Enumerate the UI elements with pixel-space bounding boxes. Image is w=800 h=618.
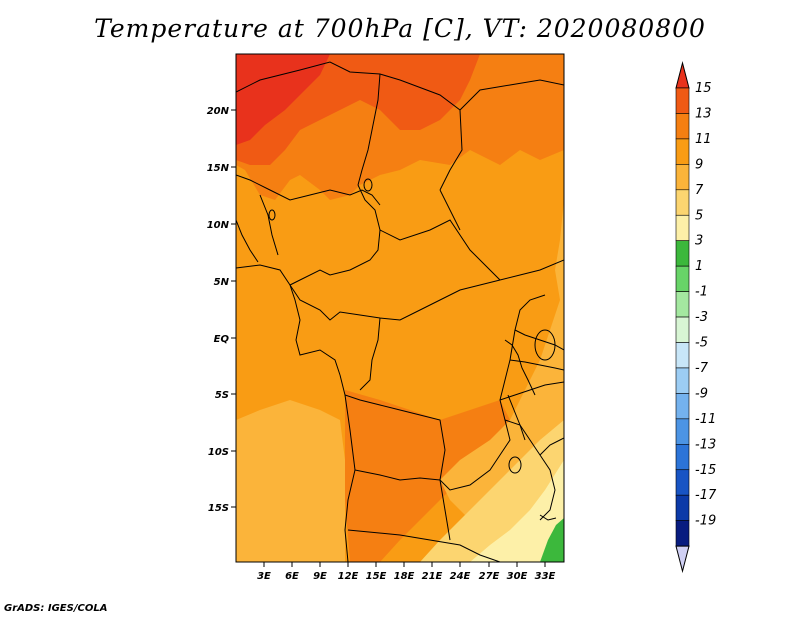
colorbar-swatch [675, 393, 690, 420]
colorbar-swatch [675, 214, 690, 242]
colorbar-label: 3 [695, 234, 703, 249]
lon-label: 6E [285, 571, 299, 582]
lon-label: 21E [422, 571, 443, 582]
lat-label: EQ [214, 334, 230, 345]
field-coolest [470, 460, 564, 562]
lon-labels: 3E 6E 9E 12E 15E 18E 21E 24E 27E 30E 33E [257, 571, 555, 582]
colorbar-swatch [675, 494, 690, 521]
lat-label: 20N [207, 106, 230, 117]
lon-label: 9E [313, 571, 327, 582]
colorbar-label: -7 [695, 361, 709, 376]
lon-label: 12E [338, 571, 359, 582]
lat-label: 5N [214, 277, 230, 288]
colorbar-swatch [675, 367, 690, 394]
colorbar-label: -17 [695, 488, 717, 503]
lat-label: 15S [208, 503, 229, 514]
lon-label: 15E [366, 571, 387, 582]
colorbar-label: 7 [695, 183, 704, 198]
colorbar-swatch [675, 520, 690, 547]
field-cool-southwest [236, 400, 345, 562]
colorbar-label: 1 [695, 259, 703, 274]
field-green [540, 518, 564, 562]
colorbar-swatch [675, 291, 690, 318]
colorbar-label: -9 [695, 386, 708, 401]
lat-label: 5S [215, 390, 229, 401]
field-hottest [236, 54, 330, 145]
lon-label: 3E [257, 571, 271, 582]
lat-ticks [231, 109, 236, 508]
lon-ticks [263, 562, 546, 567]
map-title: Temperature at 700hPa [C], VT: 202008080… [94, 14, 706, 43]
colorbar-swatch [675, 87, 690, 114]
colorbar: 15 13 11 9 7 5 3 1 -1 -3 -5 -7 -9 -11 -13 -15 -17 -19 [675, 61, 717, 574]
colorbar-label: -5 [695, 336, 708, 351]
lakes [268, 178, 557, 521]
colorbar-label: 5 [695, 208, 703, 223]
lon-label: 18E [394, 571, 415, 582]
colorbar-swatch [675, 189, 690, 216]
colorbar-label: -3 [695, 310, 708, 325]
lon-label: 33E [535, 571, 556, 582]
field-mid-south [345, 390, 510, 562]
colorbar-swatch [675, 418, 690, 445]
lat-label: 10S [208, 447, 229, 458]
lat-label: 10N [207, 220, 230, 231]
colorbar-swatch [675, 342, 690, 369]
colorbar-top-arrow [675, 61, 690, 89]
lon-label: 30E [507, 571, 528, 582]
colorbar-label: -19 [695, 514, 716, 529]
colorbar-label: 13 [695, 106, 712, 121]
colorbar-swatch [675, 138, 690, 165]
colorbar-label: 11 [695, 132, 712, 147]
colorbar-swatch [675, 316, 690, 343]
colorbar-label: 15 [695, 81, 712, 96]
lon-label: 24E [450, 571, 471, 582]
colorbar-label: -11 [695, 412, 716, 427]
lat-label: 15N [207, 163, 230, 174]
colorbar-swatch [675, 265, 690, 292]
colorbar-swatch [675, 469, 690, 496]
colorbar-swatch [675, 164, 690, 191]
colorbar-swatch [675, 443, 690, 471]
colorbar-bottom-arrow [675, 545, 690, 574]
grads-credit: GrADS: IGES/COLA [4, 603, 108, 614]
colorbar-label: 9 [695, 157, 703, 172]
colorbar-label: -1 [695, 285, 708, 300]
colorbar-label: -13 [695, 437, 716, 452]
plot-frame [235, 53, 565, 563]
colorbar-swatch [675, 113, 690, 140]
colorbar-swatch [675, 240, 690, 267]
temperature-field [236, 54, 564, 562]
lat-labels: 20N 15N 10N 5N EQ 5S 10S 15S [207, 106, 230, 514]
colorbar-label: -15 [695, 463, 716, 478]
lon-label: 27E [479, 571, 500, 582]
